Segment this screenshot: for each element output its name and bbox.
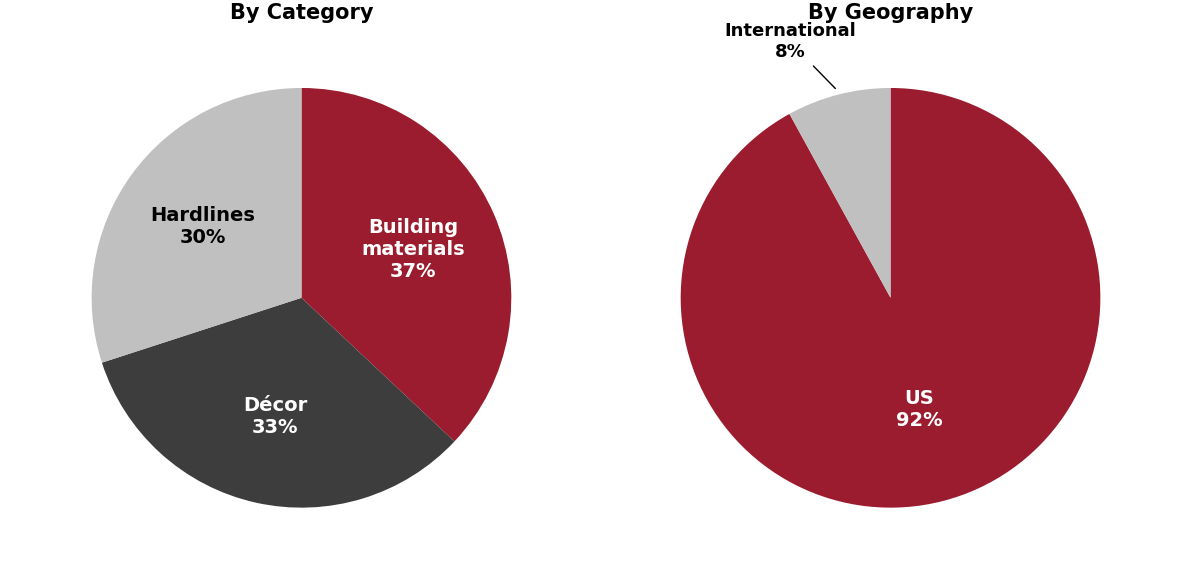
Text: US
92%: US 92% — [896, 389, 943, 430]
Wedge shape — [681, 88, 1100, 507]
Text: Building
materials
37%: Building materials 37% — [361, 218, 465, 281]
Wedge shape — [789, 88, 890, 298]
Wedge shape — [302, 88, 511, 441]
Text: International
8%: International 8% — [724, 22, 856, 88]
Title: By Category: By Category — [230, 3, 373, 23]
Wedge shape — [101, 298, 454, 507]
Text: Décor
33%: Décor 33% — [243, 396, 308, 437]
Text: Hardlines
30%: Hardlines 30% — [150, 206, 255, 247]
Title: By Geography: By Geography — [808, 3, 973, 23]
Wedge shape — [92, 88, 302, 363]
